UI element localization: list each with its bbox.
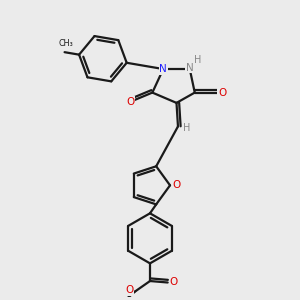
Text: H: H [194, 55, 202, 65]
Text: O: O [169, 277, 178, 286]
Text: H: H [182, 123, 190, 133]
Text: O: O [125, 285, 134, 295]
Text: CH₃: CH₃ [59, 39, 74, 48]
Text: O: O [218, 88, 226, 98]
Text: O: O [126, 97, 134, 107]
Text: N: N [159, 64, 167, 74]
Text: N: N [186, 63, 194, 73]
Text: O: O [172, 180, 181, 190]
